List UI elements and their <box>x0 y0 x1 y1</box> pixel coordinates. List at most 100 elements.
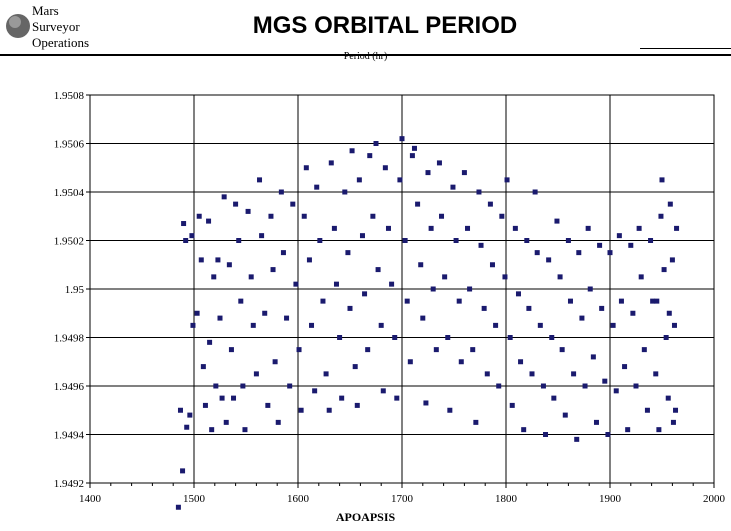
data-point <box>540 383 546 389</box>
data-point <box>585 225 591 231</box>
data-point <box>499 213 505 219</box>
data-point <box>259 233 265 239</box>
data-point <box>551 395 557 401</box>
data-point <box>268 213 274 219</box>
data-point <box>394 395 400 401</box>
x-tick-label: 1600 <box>287 493 310 505</box>
data-point <box>233 201 239 207</box>
data-point <box>666 310 672 316</box>
data-point <box>337 335 343 340</box>
data-point <box>667 201 673 207</box>
data-point <box>478 242 484 248</box>
data-point <box>537 322 543 328</box>
data-point <box>385 225 391 231</box>
data-point <box>242 427 248 433</box>
data-point <box>607 250 613 256</box>
data-point <box>557 274 563 280</box>
data-point <box>567 298 573 304</box>
data-point <box>476 189 482 195</box>
data-point <box>280 250 286 256</box>
data-point <box>367 153 373 159</box>
data-point <box>303 165 309 171</box>
data-point <box>345 250 351 256</box>
data-point <box>674 225 680 231</box>
data-point <box>333 281 339 287</box>
data-point <box>184 424 190 430</box>
data-point <box>248 274 254 280</box>
data-point <box>467 286 473 292</box>
data-point <box>445 335 451 340</box>
data-point <box>320 298 326 304</box>
data-point <box>579 315 585 321</box>
chart-grid <box>90 94 714 484</box>
header-rule <box>0 54 731 56</box>
data-point <box>217 315 223 321</box>
x-tick-label: 1700 <box>391 493 414 505</box>
data-point <box>323 371 329 377</box>
header-rule-accent <box>640 48 731 49</box>
plot-area-border <box>89 94 715 484</box>
data-point <box>253 371 259 377</box>
data-point <box>326 407 332 413</box>
data-point <box>373 141 379 146</box>
data-point <box>534 250 540 256</box>
data-point <box>661 267 667 273</box>
data-point <box>663 335 669 340</box>
data-point <box>496 383 502 389</box>
data-point <box>605 432 611 437</box>
data-point <box>636 225 642 231</box>
data-point <box>265 402 271 408</box>
data-point <box>644 407 650 413</box>
data-point <box>576 250 582 256</box>
data-point <box>312 388 318 394</box>
data-point <box>183 238 189 243</box>
data-point <box>339 395 345 401</box>
logo-line-1: Mars <box>32 3 59 18</box>
data-point <box>180 468 186 474</box>
data-point <box>219 395 225 401</box>
data-point <box>590 354 596 360</box>
data-point <box>200 364 206 370</box>
page-title: MGS ORBITAL PERIOD <box>252 12 518 39</box>
data-point <box>587 286 593 292</box>
data-point <box>187 412 193 418</box>
data-point <box>228 347 234 353</box>
data-point <box>378 322 384 328</box>
data-point <box>309 322 315 328</box>
x-tick-label: 1800 <box>495 493 518 505</box>
data-point <box>456 298 462 304</box>
data-point <box>515 291 521 297</box>
data-point <box>571 371 577 377</box>
data-point <box>574 436 580 442</box>
data-point <box>177 407 183 413</box>
data-point <box>190 322 196 328</box>
data-point <box>673 407 679 413</box>
data-point <box>221 194 227 200</box>
data-point <box>425 170 431 176</box>
y-tick-label: 1.9506 <box>54 139 85 151</box>
data-point <box>473 419 479 425</box>
data-point <box>512 225 518 231</box>
data-point <box>532 189 538 195</box>
data-point <box>630 310 636 316</box>
data-point <box>284 315 290 321</box>
y-tick-label: 1.9494 <box>54 430 85 442</box>
data-point <box>270 267 276 273</box>
data-point <box>278 189 284 195</box>
data-point <box>509 402 515 408</box>
data-point <box>275 419 281 425</box>
data-point <box>238 298 244 304</box>
data-point <box>430 286 436 292</box>
y-tick-label: 1.9498 <box>54 333 85 345</box>
data-point <box>207 339 213 345</box>
data-point <box>409 153 415 159</box>
data-point <box>175 504 181 510</box>
data-point <box>546 257 552 263</box>
x-tick-label: 1900 <box>599 493 622 505</box>
data-point <box>638 274 644 280</box>
data-point <box>565 238 571 243</box>
x-tick-label: 1500 <box>183 493 206 505</box>
data-point <box>659 177 665 183</box>
data-point <box>411 145 417 151</box>
data-point <box>428 225 434 231</box>
